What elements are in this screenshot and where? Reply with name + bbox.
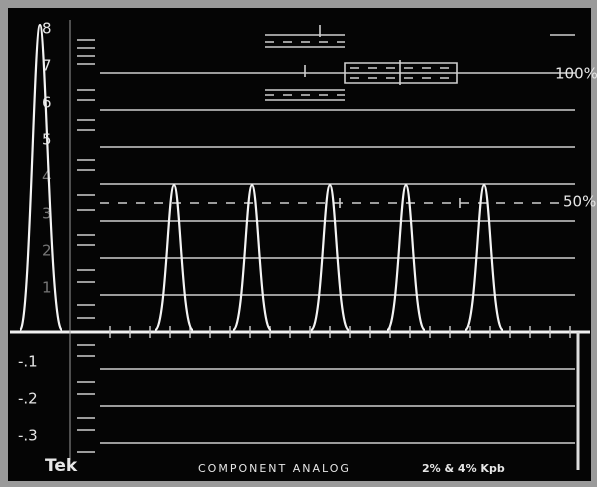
screen [8, 8, 591, 481]
scale-label: 6 [42, 94, 52, 112]
scale-label: 3 [42, 205, 52, 223]
negative-label: -.2 [18, 390, 38, 408]
negative-label: -.3 [18, 427, 38, 445]
reference-label: 100% [555, 65, 597, 83]
brand: Tek [45, 456, 78, 476]
scale-label: 4 [42, 168, 52, 186]
negative-label: -.1 [18, 353, 38, 371]
scale-label: 2 [42, 242, 52, 260]
scale-label: 5 [42, 131, 52, 149]
setting-label: 2% & 4% Kpb [422, 462, 505, 475]
reference-label: 50% [563, 193, 596, 211]
scale-label: 7 [42, 57, 52, 75]
scope-screen: 8 7 6 5 4 3 2 1 -.1 -.2 -.3 100% 50% Tek… [0, 0, 597, 487]
mode-label: COMPONENT ANALOG [198, 462, 351, 475]
scale-label: 1 [42, 279, 52, 297]
scale-label: 8 [42, 20, 52, 38]
